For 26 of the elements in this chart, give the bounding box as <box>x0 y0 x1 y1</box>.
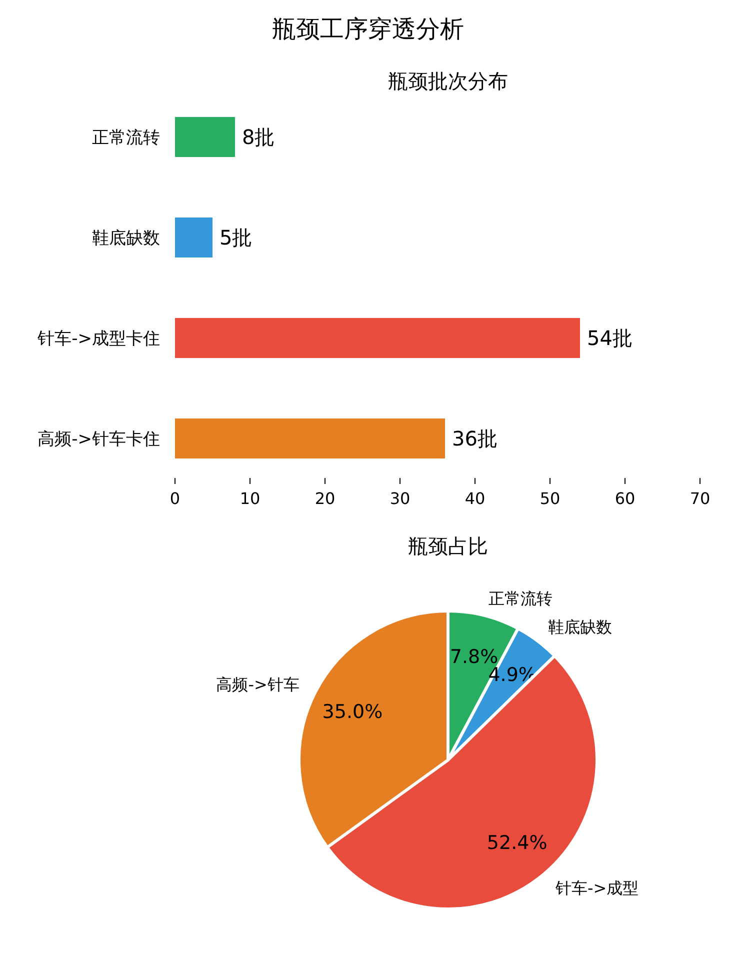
data-label: 7.8% <box>450 646 498 668</box>
y-tick-label: 针车->成型卡住 <box>36 329 160 349</box>
chart-title: 瓶颈工序穿透分析 <box>272 15 464 43</box>
y-tick-label: 正常流转 <box>92 128 160 148</box>
chart-subtitle: 瓶颈批次分布 <box>388 69 508 93</box>
x-tick-label: 70 <box>690 489 710 508</box>
y-tick-label: 高频->针车卡住 <box>38 430 160 450</box>
slice-label: 高频->针车 <box>216 675 300 694</box>
data-label: 36批 <box>452 426 498 450</box>
slice-label: 鞋底缺数 <box>548 617 612 636</box>
x-tick-label: 10 <box>240 489 260 508</box>
slice-label: 针车->成型 <box>554 878 639 898</box>
x-tick-label: 40 <box>464 489 486 508</box>
data-label: 5批 <box>220 226 252 250</box>
x-tick-label: 60 <box>614 489 636 508</box>
data-label: 52.4% <box>486 832 548 854</box>
y-tick-label: 鞋底缺数 <box>92 228 160 248</box>
data-label: 8批 <box>242 125 275 149</box>
x-tick-label: 20 <box>314 489 336 508</box>
slice-label: 正常流转 <box>488 589 552 608</box>
chart-title: 瓶颈占比 <box>408 534 488 558</box>
data-label: 35.0% <box>322 701 383 724</box>
x-tick-label: 50 <box>540 489 560 508</box>
x-tick-label: 30 <box>390 489 410 508</box>
data-label: 54批 <box>587 326 632 350</box>
x-tick-label: 0 <box>170 489 180 508</box>
